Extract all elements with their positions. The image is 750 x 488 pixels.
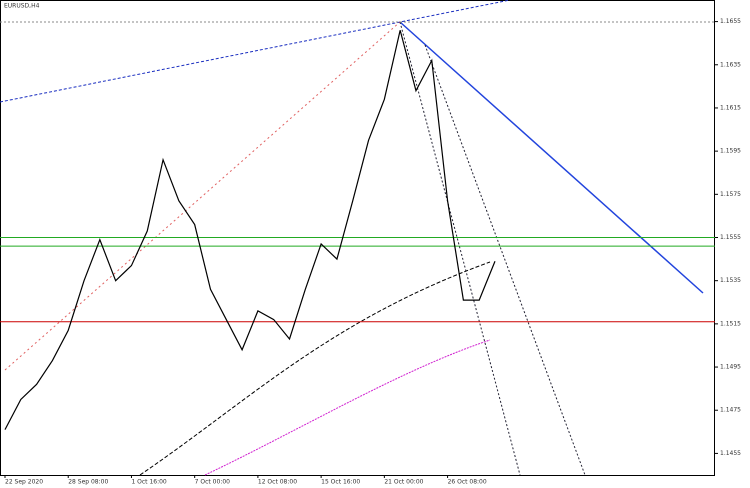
y-tick-label: 1.1635 <box>720 61 741 68</box>
y-tick-label: 1.1575 <box>720 191 741 198</box>
x-tick-label: 1 Oct 16:00 <box>131 479 166 486</box>
moving-average <box>139 261 491 476</box>
price-line <box>4 30 496 430</box>
y-tick-label: 1.1615 <box>720 104 741 111</box>
y-tick-label: 1.1455 <box>720 450 741 457</box>
y-tick-label: 1.1535 <box>720 277 741 284</box>
trend-line <box>0 0 511 103</box>
trend-line <box>399 21 704 294</box>
x-tick-label: 7 Oct 00:00 <box>195 479 230 486</box>
x-tick-label: 12 Oct 08:00 <box>258 479 297 486</box>
x-tick-label: 22 Sep 2020 <box>5 479 43 486</box>
y-tick-label: 1.1595 <box>720 148 741 155</box>
trend-line <box>424 44 586 476</box>
x-tick-label: 15 Oct 16:00 <box>321 479 360 486</box>
y-tick-label: 1.1495 <box>720 364 741 371</box>
y-tick-label: 1.1475 <box>720 407 741 414</box>
chart-title: EURUSD,H4 <box>4 3 40 10</box>
y-tick-label: 1.1655 <box>720 18 741 25</box>
x-tick-label: 26 Oct 08:00 <box>448 479 487 486</box>
moving-average <box>204 339 491 476</box>
y-tick-label: 1.1515 <box>720 320 741 327</box>
y-tick-label: 1.1555 <box>720 234 741 241</box>
x-tick-label: 21 Oct 00:00 <box>384 479 423 486</box>
x-tick-label: 28 Sep 08:00 <box>68 479 108 486</box>
